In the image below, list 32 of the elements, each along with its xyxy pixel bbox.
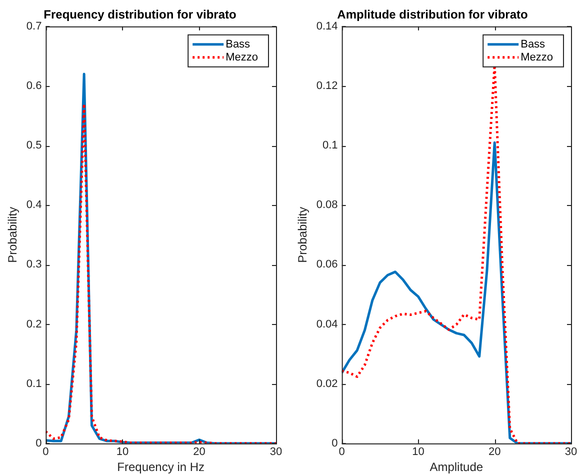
y-tick-label: 0 [36,437,42,450]
y-tick-label: 0.1 [26,378,42,390]
y-tick-label: 0.04 [316,318,338,330]
y-tick-label: 0.4 [26,199,42,212]
y-tick-label: 0.12 [316,80,338,92]
y-tick-label: 0 [332,437,338,450]
x-tick-label: 30 [564,446,578,458]
y-tick-label: 0.1 [322,140,338,152]
chart-title: Frequency distribution for vibrato [44,8,236,22]
y-tick-label: 0.08 [316,199,338,212]
y-tick-label: 0.14 [316,20,338,32]
x-tick-label: 30 [270,446,282,458]
y-axis-title: Probability [296,206,310,263]
y-tick-label: 0.3 [26,258,42,271]
y-tick-label: 0.06 [316,258,338,271]
legend-label: Bass [520,38,546,50]
legend-label: Bass [226,38,251,50]
x-tick-label: 20 [193,446,206,458]
x-tick-label: 10 [116,446,129,458]
y-tick-label: 0.5 [26,140,42,152]
y-tick-label: 0.2 [26,318,42,330]
x-tick-label: 10 [412,446,424,458]
y-tick-label: 0.02 [316,378,338,390]
chart-title: Amplitude distribution for vibrato [337,8,528,22]
x-axis-title: Amplitude [430,460,484,474]
y-tick-label: 0.7 [26,20,42,32]
x-axis-title: Frequency in Hz [117,460,205,474]
y-axis-title: Probability [6,206,20,263]
x-tick-label: 20 [488,446,501,458]
y-tick-label: 0.6 [26,80,42,92]
legend-label: Mezzo [520,51,554,64]
legend-label: Mezzo [226,51,258,64]
